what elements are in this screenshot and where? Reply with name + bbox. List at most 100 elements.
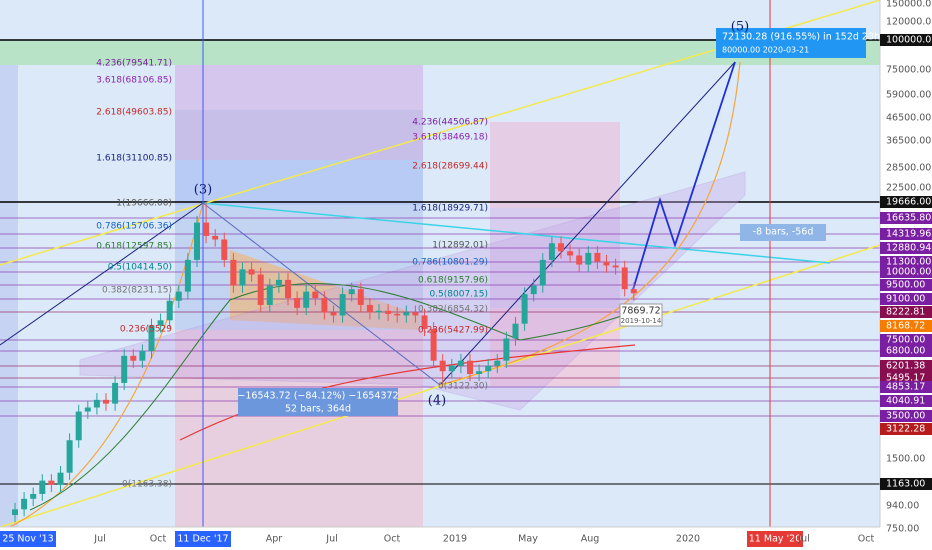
price-label: 3500.00: [886, 411, 925, 422]
price-label: 16635.80: [886, 213, 931, 224]
trend-line: [202, 202, 441, 386]
candle-body: [30, 493, 37, 499]
price-label: 6800.00: [886, 346, 925, 357]
fib-label: 4.236(79541.71): [96, 59, 172, 69]
time-label: Apr: [266, 534, 283, 545]
moving-average: [179, 344, 636, 441]
candle-body: [376, 310, 382, 313]
fib-label: 0.236(5427.99): [418, 326, 488, 336]
price-label: 7500.00: [886, 335, 925, 346]
price-badge: [880, 381, 932, 393]
price-label: 8168.72: [886, 321, 925, 332]
fib-label: 4.236(44506.87): [412, 118, 488, 128]
candle-body: [457, 360, 464, 366]
price-label: 28500.00: [886, 163, 931, 174]
price-badge: [880, 212, 932, 224]
candle-body: [157, 320, 164, 326]
candle-body: [503, 338, 510, 361]
fib-label: 2.618(49603.85): [96, 108, 172, 118]
candle-body: [357, 289, 364, 305]
candle-body: [339, 294, 346, 316]
fib-label: 0.786(15706.36): [96, 222, 172, 232]
price-label: 6201.38: [886, 361, 925, 372]
plot-background: [0, 0, 880, 527]
candle-body: [184, 259, 191, 292]
candle-body: [203, 222, 210, 236]
candle-body: [66, 440, 73, 473]
point-label: [619, 303, 663, 327]
candle-body: [476, 371, 483, 374]
candle-body: [139, 351, 146, 361]
time-label: Oct: [858, 534, 875, 545]
price-label: 9100.00: [886, 294, 925, 305]
candle-body: [567, 251, 574, 256]
bars-box-text: -8 bars, -56d: [753, 227, 814, 238]
measure-box-text: 52 bars, 364d: [285, 404, 351, 415]
price-label: 1500.00: [886, 454, 925, 465]
price-label: 46500.00: [886, 113, 931, 124]
time-label: Jul: [325, 534, 337, 545]
price-badge: [880, 334, 932, 346]
candle-body: [275, 279, 282, 286]
candle-body: [248, 269, 255, 275]
candle-body: [285, 279, 291, 299]
trend-line: [202, 202, 831, 264]
candle-body: [84, 407, 91, 412]
price-label: 100000.00: [886, 35, 932, 46]
price-label: 150000.00: [886, 0, 932, 10]
candle-body: [530, 285, 537, 295]
price-label: 36500.00: [886, 136, 931, 147]
measure-box-text: −16543.72 (−84.12%) −1654372: [237, 391, 398, 402]
candle-body: [312, 291, 319, 299]
wave-label: (4): [428, 394, 446, 409]
point-date: 2019-10-14: [621, 317, 662, 325]
target-box-text: 72130.28 (916.55%) in 152d 23h: [722, 32, 880, 43]
price-label: 12880.94: [886, 243, 931, 254]
candle-body: [39, 480, 46, 494]
fib-label: 0.786(10801.29): [412, 258, 488, 268]
price-badge: [880, 266, 932, 278]
time-badge: [0, 531, 56, 547]
candle-body: [421, 315, 428, 329]
candle-body: [576, 255, 583, 265]
time-label: Aug: [581, 534, 600, 545]
price-badge: [880, 423, 932, 435]
point-price: 7869.72: [621, 306, 660, 317]
price-badge: [880, 228, 932, 240]
price-badge: [880, 478, 932, 490]
candle-body: [148, 325, 155, 352]
price-badge: [880, 242, 932, 254]
candle-body: [212, 235, 219, 240]
price-label: 4040.91: [886, 396, 925, 407]
candle-body: [612, 265, 619, 268]
price-badge: [880, 306, 932, 318]
moving-average: [29, 282, 641, 511]
fib-label: 0.618(9157.96): [418, 276, 488, 286]
fib-label: 3.618(68106.85): [96, 76, 172, 86]
fib-zone: [175, 160, 423, 205]
time-label: 2020: [676, 534, 700, 545]
candle-body: [494, 360, 501, 366]
candle-body: [548, 243, 555, 260]
candle-body: [130, 355, 137, 361]
candle-body: [430, 328, 437, 361]
candle-body: [103, 399, 109, 404]
time-label: Jul: [797, 534, 809, 545]
candle-body: [93, 399, 100, 408]
time-label: Oct: [150, 534, 167, 545]
price-badge: [880, 256, 932, 268]
time-badge: [175, 531, 231, 547]
wave-label: (5): [731, 20, 749, 35]
candle-body: [221, 239, 228, 260]
candle-body: [630, 289, 637, 294]
candle-body: [512, 323, 519, 339]
time-label: 11 May '20: [749, 534, 801, 545]
candle-body: [348, 289, 355, 295]
price-label: 750.00: [886, 524, 919, 535]
candle-body: [75, 411, 82, 441]
fib-label: 0(1163.38): [122, 480, 172, 490]
price-label: 9500.00: [886, 280, 925, 291]
candle-body: [385, 310, 392, 314]
trend-line: [439, 61, 736, 386]
candle-body: [194, 222, 200, 260]
